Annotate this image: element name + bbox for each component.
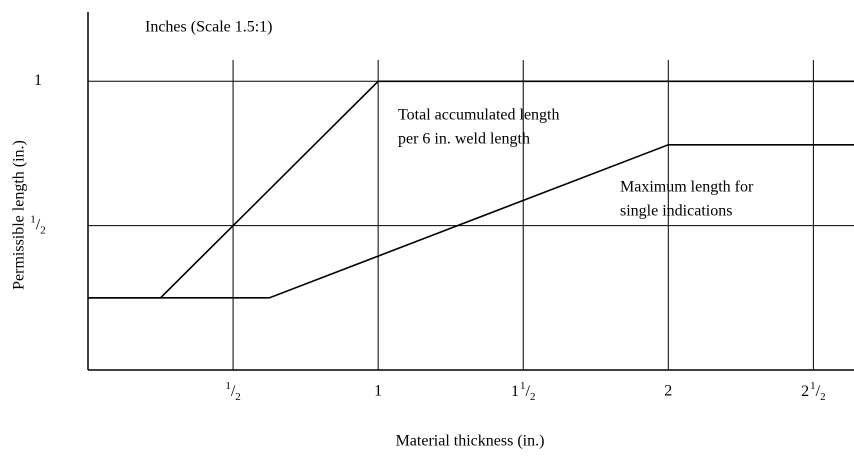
x-tick-label: 1/2 xyxy=(225,380,240,403)
x-axis-label: Material thickness (in.) xyxy=(396,433,545,450)
y-tick-label: 1 xyxy=(34,72,42,89)
annotation: per 6 in. weld length xyxy=(398,131,530,148)
x-tick-label: 2 xyxy=(664,383,672,400)
annotation: single indications xyxy=(620,203,732,220)
line-series xyxy=(88,144,854,299)
annotation: Inches (Scale 1.5:1) xyxy=(145,19,273,36)
x-tick-label: 2 1/2 xyxy=(801,380,825,403)
annotation: Total accumulated length xyxy=(398,107,559,124)
y-axis-label: Permissible length (in.) xyxy=(11,140,28,290)
y-tick-label: 1/2 xyxy=(30,213,45,236)
x-tick-label: 1 xyxy=(374,383,382,400)
x-tick-label: 1 1/2 xyxy=(511,380,535,403)
annotation: Maximum length for xyxy=(620,179,754,196)
